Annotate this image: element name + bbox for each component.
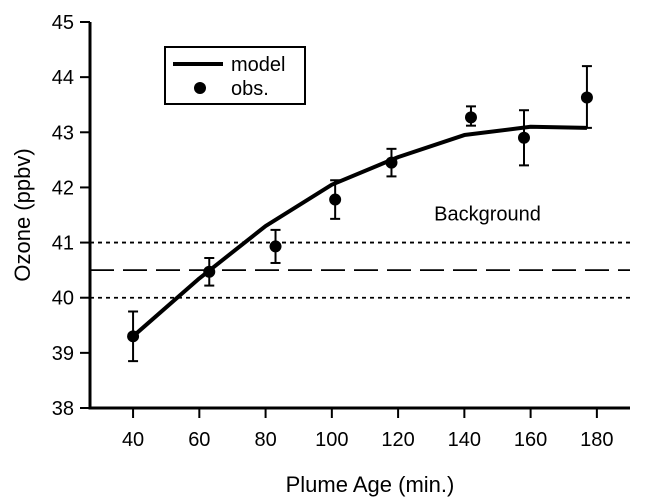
reference-lines <box>90 241 630 299</box>
legend-obs-label: obs. <box>231 78 269 100</box>
legend-box <box>164 46 306 105</box>
tick-marks <box>80 21 598 418</box>
background-annotation: Background <box>434 204 541 226</box>
y-tick-label: 40 <box>52 288 74 310</box>
legend-model-label: model <box>231 54 285 76</box>
obs-point <box>517 131 530 144</box>
legend-obs-marker <box>194 82 206 94</box>
y-tick-label: 41 <box>52 233 74 255</box>
obs-point <box>329 193 342 206</box>
x-tick-label: 40 <box>122 429 144 451</box>
obs-point <box>203 265 216 278</box>
y-tick-label: 43 <box>52 122 74 144</box>
x-axis-title: Plume Age (min.) <box>286 472 455 497</box>
model-line <box>131 124 587 338</box>
y-tick-label: 38 <box>52 398 74 420</box>
y-tick-label: 45 <box>52 12 74 34</box>
y-axis-title: Ozone (ppbv) <box>10 148 35 281</box>
x-tick-label: 120 <box>381 429 414 451</box>
y-tick-label: 42 <box>52 177 74 199</box>
axes <box>88 22 630 410</box>
obs-point <box>580 91 593 104</box>
y-tick-label: 39 <box>52 343 74 365</box>
tick-labels: 40 60 80 100 120 140 160 180 38 39 40 41 42 43 44 45 <box>52 12 614 451</box>
obs-point <box>464 111 477 124</box>
x-tick-label: 80 <box>254 429 276 451</box>
series-layer <box>127 65 593 363</box>
x-tick-label: 160 <box>514 429 547 451</box>
obs-point <box>269 240 282 253</box>
obs-point <box>127 330 140 343</box>
x-tick-label: 180 <box>580 429 613 451</box>
obs-point <box>385 156 398 169</box>
x-tick-label: 100 <box>315 429 348 451</box>
x-tick-label: 140 <box>448 429 481 451</box>
legend: model obs. <box>164 46 306 105</box>
y-tick-label: 44 <box>52 67 74 89</box>
x-tick-label: 60 <box>188 429 210 451</box>
